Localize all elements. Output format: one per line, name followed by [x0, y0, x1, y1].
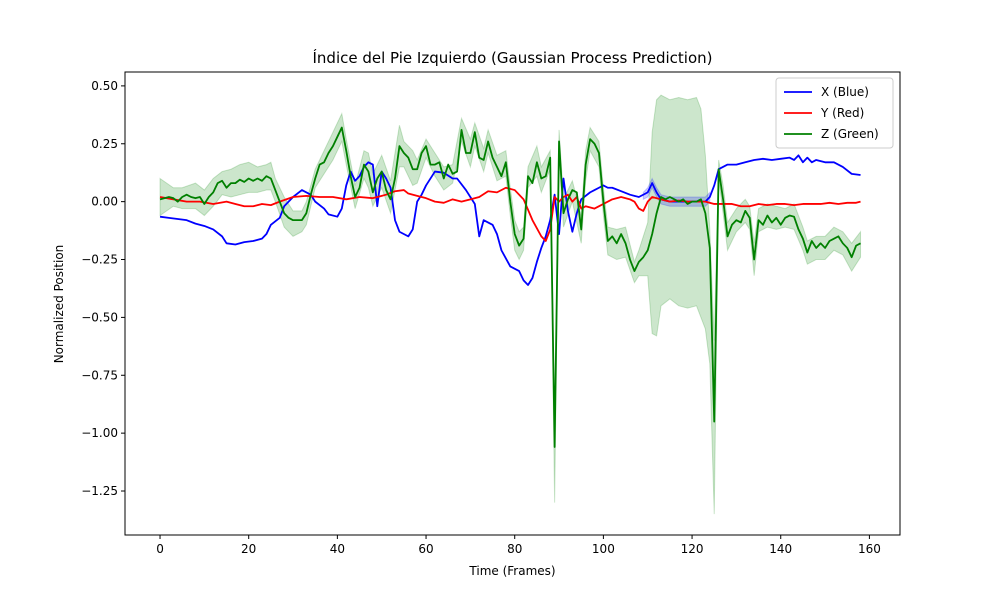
y-tick-label: −1.25 — [81, 484, 118, 498]
plot-area: 0 20 40 60 80 100 120 140 160 0.50 0.25 0.00 −0.25 −0… — [81, 71, 901, 556]
y-tick-label: −0.25 — [81, 253, 118, 267]
series-line-x — [159, 154, 861, 286]
x-tick-label: 160 — [858, 542, 881, 556]
x-axis-label: Time (Frames) — [468, 564, 555, 578]
legend-label-z: Z (Green) — [821, 127, 879, 141]
y-tick-label: −0.50 — [81, 310, 118, 324]
legend-label-y: Y (Red) — [820, 106, 864, 120]
series-line-z — [159, 126, 861, 448]
x-tick-label: 0 — [156, 542, 164, 556]
chart-title: Índice del Pie Izquierdo (Gaussian Proce… — [313, 48, 713, 67]
z-uncertainty-band — [159, 94, 862, 515]
y-tick-label: 0.25 — [91, 137, 118, 151]
y-tick-label: 0.00 — [91, 195, 118, 209]
y-axis-label: Normalized Position — [52, 245, 66, 364]
x-tick-label: 80 — [507, 542, 522, 556]
x-tick-label: 100 — [592, 542, 615, 556]
y-tick-label: 0.50 — [91, 79, 118, 93]
axes-frame — [124, 71, 901, 536]
x-tick-label: 60 — [418, 542, 433, 556]
legend-box — [775, 77, 894, 149]
legend-label-x: X (Blue) — [821, 85, 869, 99]
x-tick-label: 40 — [330, 542, 345, 556]
x-tick-label: 120 — [681, 542, 704, 556]
y-tick-label: −1.00 — [81, 426, 118, 440]
x-tick-label: 140 — [769, 542, 792, 556]
y-tick-label: −0.75 — [81, 368, 118, 382]
legend: X (Blue) Y (Red) Z (Green) — [775, 77, 894, 149]
x-tick-label: 20 — [241, 542, 256, 556]
series-line-y — [159, 186, 861, 242]
plot-content — [159, 94, 862, 515]
